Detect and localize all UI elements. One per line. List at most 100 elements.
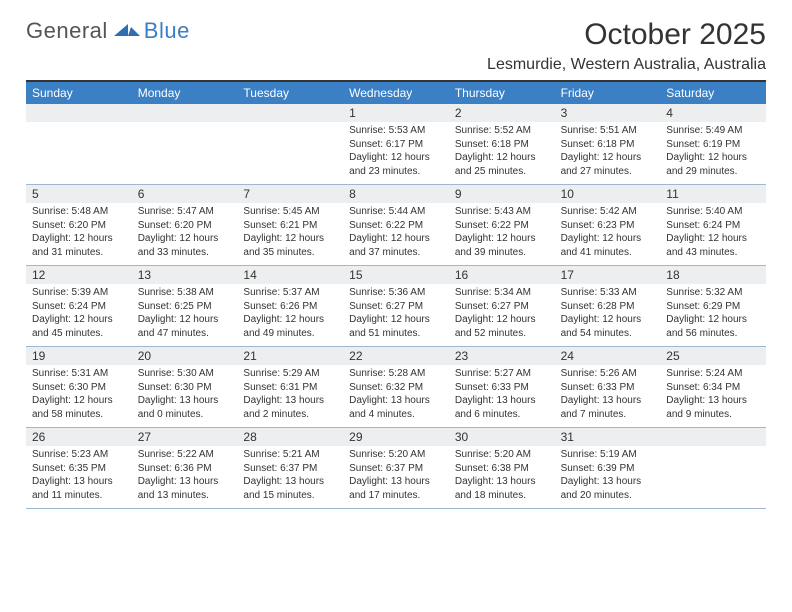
date-number: 23	[449, 347, 555, 365]
sunset-text: Sunset: 6:25 PM	[138, 300, 232, 314]
sunset-text: Sunset: 6:17 PM	[349, 138, 443, 152]
sunset-text: Sunset: 6:28 PM	[561, 300, 655, 314]
daylight-text: Daylight: 13 hours and 20 minutes.	[561, 475, 655, 502]
day-cell: Sunrise: 5:28 AMSunset: 6:32 PMDaylight:…	[343, 365, 449, 427]
calendar-page: General Blue October 2025 Lesmurdie, Wes…	[0, 0, 792, 509]
sunset-text: Sunset: 6:18 PM	[455, 138, 549, 152]
sunrise-text: Sunrise: 5:34 AM	[455, 286, 549, 300]
sunset-text: Sunset: 6:24 PM	[666, 219, 760, 233]
date-number: 19	[26, 347, 132, 365]
date-number: 18	[660, 266, 766, 284]
daylight-text: Daylight: 13 hours and 4 minutes.	[349, 394, 443, 421]
weekday-label: Sunday	[26, 82, 132, 104]
logo-text-general: General	[26, 18, 108, 44]
sunrise-text: Sunrise: 5:47 AM	[138, 205, 232, 219]
daylight-text: Daylight: 12 hours and 37 minutes.	[349, 232, 443, 259]
sunrise-text: Sunrise: 5:49 AM	[666, 124, 760, 138]
weeks-container: 1234Sunrise: 5:53 AMSunset: 6:17 PMDayli…	[26, 104, 766, 509]
day-cell: Sunrise: 5:52 AMSunset: 6:18 PMDaylight:…	[449, 122, 555, 184]
date-number: 17	[555, 266, 661, 284]
day-cell: Sunrise: 5:48 AMSunset: 6:20 PMDaylight:…	[26, 203, 132, 265]
date-number: 21	[237, 347, 343, 365]
daylight-text: Daylight: 12 hours and 47 minutes.	[138, 313, 232, 340]
day-cell: Sunrise: 5:49 AMSunset: 6:19 PMDaylight:…	[660, 122, 766, 184]
day-cell	[132, 122, 238, 184]
date-number-row: 567891011	[26, 185, 766, 203]
weekday-label: Wednesday	[343, 82, 449, 104]
day-cell: Sunrise: 5:45 AMSunset: 6:21 PMDaylight:…	[237, 203, 343, 265]
day-cell: Sunrise: 5:24 AMSunset: 6:34 PMDaylight:…	[660, 365, 766, 427]
daylight-text: Daylight: 13 hours and 18 minutes.	[455, 475, 549, 502]
daylight-text: Daylight: 12 hours and 39 minutes.	[455, 232, 549, 259]
page-title: October 2025	[487, 18, 766, 52]
sunset-text: Sunset: 6:20 PM	[138, 219, 232, 233]
week-row: 567891011Sunrise: 5:48 AMSunset: 6:20 PM…	[26, 185, 766, 266]
day-cell	[660, 446, 766, 508]
date-number: 16	[449, 266, 555, 284]
date-number: 29	[343, 428, 449, 446]
sunrise-text: Sunrise: 5:28 AM	[349, 367, 443, 381]
sunrise-text: Sunrise: 5:27 AM	[455, 367, 549, 381]
date-number: 28	[237, 428, 343, 446]
daylight-text: Daylight: 12 hours and 51 minutes.	[349, 313, 443, 340]
date-number: 9	[449, 185, 555, 203]
sunrise-text: Sunrise: 5:39 AM	[32, 286, 126, 300]
date-number: 5	[26, 185, 132, 203]
weekday-label: Friday	[555, 82, 661, 104]
date-number: 8	[343, 185, 449, 203]
weekday-label: Monday	[132, 82, 238, 104]
sunrise-text: Sunrise: 5:42 AM	[561, 205, 655, 219]
sunset-text: Sunset: 6:18 PM	[561, 138, 655, 152]
daylight-text: Daylight: 12 hours and 49 minutes.	[243, 313, 337, 340]
date-number: 15	[343, 266, 449, 284]
sunrise-text: Sunrise: 5:21 AM	[243, 448, 337, 462]
logo-text-blue: Blue	[144, 18, 190, 44]
date-info-row: Sunrise: 5:53 AMSunset: 6:17 PMDaylight:…	[26, 122, 766, 184]
day-cell: Sunrise: 5:31 AMSunset: 6:30 PMDaylight:…	[26, 365, 132, 427]
sunrise-text: Sunrise: 5:30 AM	[138, 367, 232, 381]
date-number: 20	[132, 347, 238, 365]
sunset-text: Sunset: 6:37 PM	[349, 462, 443, 476]
sunrise-text: Sunrise: 5:32 AM	[666, 286, 760, 300]
date-number: 6	[132, 185, 238, 203]
daylight-text: Daylight: 13 hours and 7 minutes.	[561, 394, 655, 421]
daylight-text: Daylight: 12 hours and 54 minutes.	[561, 313, 655, 340]
date-info-row: Sunrise: 5:31 AMSunset: 6:30 PMDaylight:…	[26, 365, 766, 427]
logo: General Blue	[26, 18, 190, 44]
day-cell: Sunrise: 5:42 AMSunset: 6:23 PMDaylight:…	[555, 203, 661, 265]
sunset-text: Sunset: 6:33 PM	[561, 381, 655, 395]
sunrise-text: Sunrise: 5:31 AM	[32, 367, 126, 381]
daylight-text: Daylight: 13 hours and 6 minutes.	[455, 394, 549, 421]
sunset-text: Sunset: 6:20 PM	[32, 219, 126, 233]
sunrise-text: Sunrise: 5:36 AM	[349, 286, 443, 300]
sunrise-text: Sunrise: 5:38 AM	[138, 286, 232, 300]
daylight-text: Daylight: 12 hours and 25 minutes.	[455, 151, 549, 178]
sunrise-text: Sunrise: 5:24 AM	[666, 367, 760, 381]
sunset-text: Sunset: 6:27 PM	[455, 300, 549, 314]
day-cell: Sunrise: 5:34 AMSunset: 6:27 PMDaylight:…	[449, 284, 555, 346]
daylight-text: Daylight: 13 hours and 0 minutes.	[138, 394, 232, 421]
date-number: 7	[237, 185, 343, 203]
sunset-text: Sunset: 6:19 PM	[666, 138, 760, 152]
day-cell: Sunrise: 5:20 AMSunset: 6:38 PMDaylight:…	[449, 446, 555, 508]
sunset-text: Sunset: 6:37 PM	[243, 462, 337, 476]
daylight-text: Daylight: 12 hours and 52 minutes.	[455, 313, 549, 340]
daylight-text: Daylight: 12 hours and 41 minutes.	[561, 232, 655, 259]
date-number	[237, 104, 343, 122]
sunrise-text: Sunrise: 5:37 AM	[243, 286, 337, 300]
sunrise-text: Sunrise: 5:19 AM	[561, 448, 655, 462]
day-cell: Sunrise: 5:27 AMSunset: 6:33 PMDaylight:…	[449, 365, 555, 427]
date-number-row: 1234	[26, 104, 766, 122]
sunrise-text: Sunrise: 5:48 AM	[32, 205, 126, 219]
daylight-text: Daylight: 12 hours and 58 minutes.	[32, 394, 126, 421]
sunrise-text: Sunrise: 5:40 AM	[666, 205, 760, 219]
sunrise-text: Sunrise: 5:51 AM	[561, 124, 655, 138]
sunset-text: Sunset: 6:31 PM	[243, 381, 337, 395]
day-cell	[237, 122, 343, 184]
daylight-text: Daylight: 13 hours and 11 minutes.	[32, 475, 126, 502]
week-row: 12131415161718Sunrise: 5:39 AMSunset: 6:…	[26, 266, 766, 347]
day-cell: Sunrise: 5:44 AMSunset: 6:22 PMDaylight:…	[343, 203, 449, 265]
date-number: 25	[660, 347, 766, 365]
daylight-text: Daylight: 12 hours and 29 minutes.	[666, 151, 760, 178]
day-cell: Sunrise: 5:38 AMSunset: 6:25 PMDaylight:…	[132, 284, 238, 346]
